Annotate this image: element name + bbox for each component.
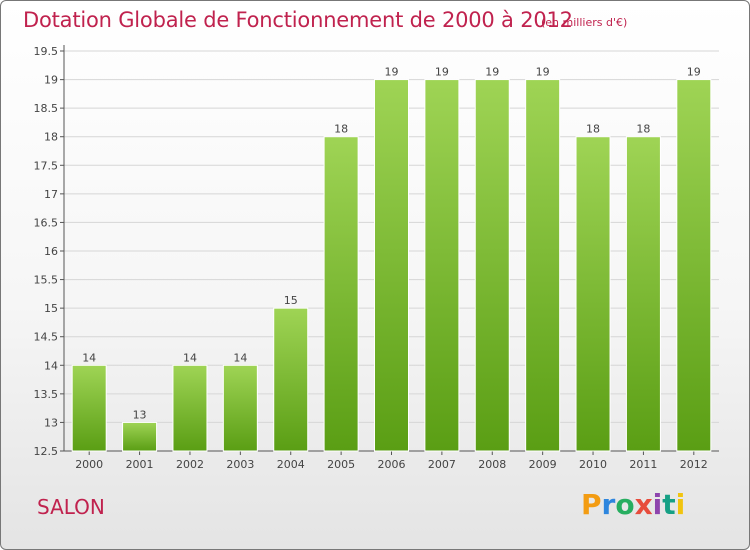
bar-2000[interactable] — [71, 364, 107, 452]
x-tick-label: 2003 — [226, 458, 254, 471]
y-tick-label: 19 — [44, 74, 58, 87]
x-tick-label: 2004 — [277, 458, 305, 471]
logo-letter: o — [615, 488, 635, 521]
x-tick-label: 2009 — [529, 458, 557, 471]
bar-value-label: 14 — [82, 351, 96, 364]
y-tick-label: 16.5 — [34, 216, 59, 229]
y-tick-label: 14 — [44, 359, 58, 372]
y-tick-label: 17.5 — [34, 159, 59, 172]
bar-2001[interactable] — [122, 421, 158, 452]
bar-2010[interactable] — [575, 136, 611, 452]
y-tick-label: 18.5 — [34, 102, 59, 115]
x-tick-label: 2001 — [126, 458, 154, 471]
y-tick-label: 18 — [44, 131, 58, 144]
bar-value-label: 19 — [687, 66, 701, 79]
x-tick-label: 2012 — [680, 458, 708, 471]
y-tick-label: 17 — [44, 188, 58, 201]
x-tick-label: 2011 — [629, 458, 657, 471]
x-tick-label: 2005 — [327, 458, 355, 471]
x-tick-label: 2002 — [176, 458, 204, 471]
y-tick-label: 13.5 — [34, 388, 59, 401]
bar-value-label: 19 — [536, 66, 550, 79]
y-tick-label: 12.5 — [34, 445, 59, 458]
logo-letter: x — [634, 488, 653, 521]
x-tick-label: 2007 — [428, 458, 456, 471]
bar-value-label: 19 — [435, 66, 449, 79]
bar-2009[interactable] — [525, 79, 561, 452]
y-tick-label: 16 — [44, 245, 58, 258]
bar-value-label: 13 — [133, 408, 147, 421]
chart-unit: (en milliers d'€) — [541, 16, 628, 29]
y-tick-label: 14.5 — [34, 331, 59, 344]
bar-2006[interactable] — [374, 79, 409, 452]
commune-name: SALON — [37, 495, 105, 519]
bar-value-label: 14 — [183, 351, 197, 364]
x-tick-label: 2008 — [478, 458, 506, 471]
bar-2008[interactable] — [474, 79, 510, 452]
bar-2002[interactable] — [172, 364, 208, 452]
x-tick-label: 2010 — [579, 458, 607, 471]
y-tick-label: 15.5 — [34, 274, 59, 287]
bar-2003[interactable] — [222, 364, 258, 452]
x-tick-label: 2006 — [378, 458, 406, 471]
proxiti-logo[interactable]: Proxiti — [581, 488, 685, 521]
logo-letter: t — [662, 488, 676, 521]
bar-value-label: 18 — [586, 123, 600, 136]
bar-2004[interactable] — [273, 307, 309, 452]
bar-value-label: 19 — [385, 66, 399, 79]
chart-title: Dotation Globale de Fonctionnement de 20… — [23, 8, 573, 32]
logo-letter: r — [601, 488, 616, 521]
bar-2011[interactable] — [625, 136, 661, 452]
bar-2012[interactable] — [676, 79, 712, 452]
y-tick-label: 19.5 — [34, 45, 59, 58]
y-tick-label: 13 — [44, 416, 58, 429]
y-tick-label: 15 — [44, 302, 58, 315]
bar-value-label: 18 — [334, 123, 348, 136]
bar-2005[interactable] — [323, 136, 359, 452]
bar-value-label: 14 — [233, 351, 247, 364]
x-tick-label: 2000 — [75, 458, 103, 471]
logo-letter: i — [675, 488, 686, 521]
bar-2007[interactable] — [424, 79, 460, 452]
logo-letter: i — [652, 488, 663, 521]
bar-value-label: 15 — [284, 294, 298, 307]
bar-value-label: 18 — [636, 123, 650, 136]
bar-value-label: 19 — [485, 66, 499, 79]
logo-letter: P — [581, 488, 602, 521]
